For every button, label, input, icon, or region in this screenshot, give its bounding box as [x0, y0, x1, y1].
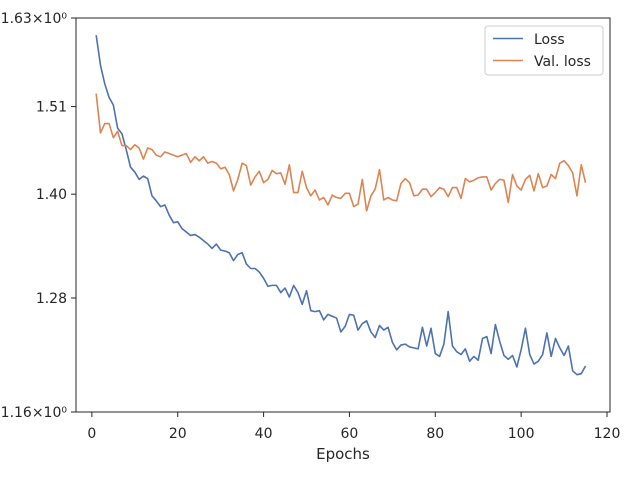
plot-frame	[75, 17, 611, 413]
x-tick-label: 20	[169, 426, 187, 442]
x-tick-label: 60	[341, 426, 359, 442]
legend: Loss Val. loss	[484, 25, 604, 76]
x-tick-label: 0	[87, 426, 96, 442]
y-tick-label: 1.16×10⁰	[1, 405, 68, 421]
x-tick-label: 40	[255, 426, 273, 442]
x-tick-label: 100	[508, 426, 535, 442]
legend-label-val-loss: Val. loss	[534, 54, 591, 70]
x-axis-label: Epochs	[316, 445, 370, 463]
x-tick-label: 120	[594, 426, 621, 442]
y-tick-label: 1.28	[36, 291, 67, 307]
y-tick-label: 1.51	[36, 100, 67, 116]
legend-label-loss: Loss	[534, 32, 565, 48]
y-tick-label: 1.40	[36, 187, 67, 203]
series-layer	[95, 35, 587, 376]
series-line-loss	[95, 35, 587, 376]
y-tick-label: 1.63×10⁰	[1, 11, 68, 27]
x-axis: 0 20 40 60 80 100 120	[87, 412, 620, 442]
x-tick-label: 80	[426, 426, 444, 442]
y-axis: 1.16×10⁰ 1.28 1.40 1.51 1.63×10⁰	[1, 11, 76, 421]
series-line-val-loss	[95, 93, 587, 212]
